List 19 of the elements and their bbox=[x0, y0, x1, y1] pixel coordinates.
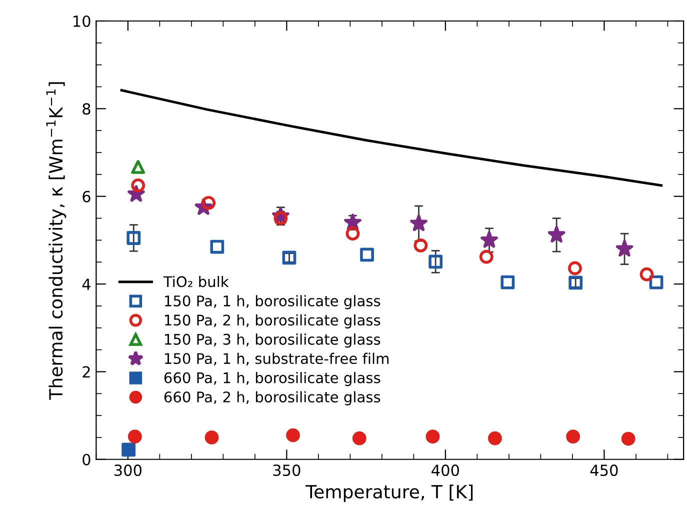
legend-label: TiO₂ bulk bbox=[163, 276, 229, 288]
x-axis-title: Temperature, T [K] bbox=[306, 484, 473, 502]
y-tick-label: 10 bbox=[74, 15, 90, 28]
legend-label: 660 Pa, 1 h, borosilicate glass bbox=[164, 372, 380, 386]
x-tick-label: 350 bbox=[273, 464, 300, 476]
y-tick-label: 4 bbox=[82, 278, 90, 290]
legend-label: 660 Pa, 2 h, borosilicate glass bbox=[164, 391, 380, 406]
legend-label: 150 Pa, 2 h, borosilicate glass bbox=[164, 314, 380, 328]
y-tick-label: 8 bbox=[82, 103, 90, 115]
y-tick-label: 6 bbox=[82, 190, 90, 202]
y-tick-label: 0 bbox=[82, 454, 90, 466]
legend-label: 150 Pa, 1 h, borosilicate glass bbox=[164, 295, 380, 310]
legend-label: 150 Pa, 3 h, borosilicate glass bbox=[164, 334, 380, 348]
x-tick-label: 300 bbox=[114, 464, 142, 476]
x-tick-label: 450 bbox=[590, 464, 618, 476]
y-tick-label: 2 bbox=[82, 366, 90, 378]
legend-label: 150 Pa, 1 h, substrate-free film bbox=[164, 352, 389, 366]
x-tick-label: 400 bbox=[432, 464, 459, 476]
y-axis-title: Thermal conductivity, κ [Wm$^{−1}$K$^{−1}$] bbox=[46, 82, 66, 400]
